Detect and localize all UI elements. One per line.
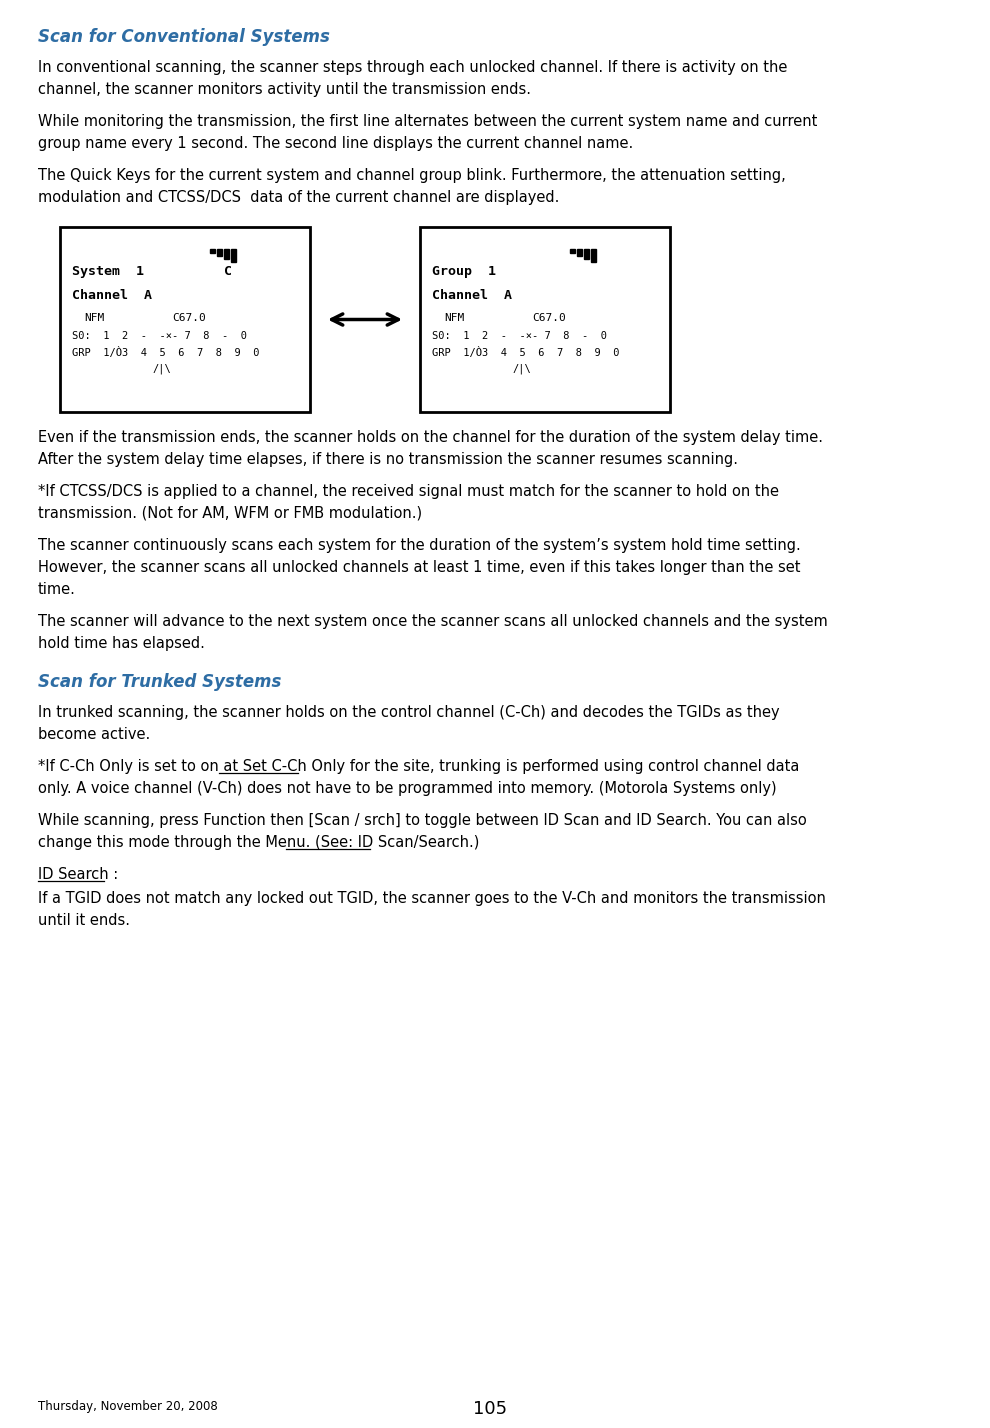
Text: time.: time. (38, 583, 76, 597)
Text: In conventional scanning, the scanner steps through each unlocked channel. If th: In conventional scanning, the scanner st… (38, 60, 787, 76)
Text: only. A voice channel (V-Ch) does not have to be programmed into memory. (Motoro: only. A voice channel (V-Ch) does not ha… (38, 781, 776, 795)
Text: until it ends.: until it ends. (38, 912, 130, 928)
Text: After the system delay time elapses, if there is no transmission the scanner res: After the system delay time elapses, if … (38, 453, 738, 467)
Text: Even if the transmission ends, the scanner holds on the channel for the duration: Even if the transmission ends, the scann… (38, 430, 823, 446)
Bar (577, 248, 582, 256)
Bar (584, 248, 589, 258)
Text: C67.0: C67.0 (172, 313, 206, 323)
Text: 105: 105 (473, 1399, 507, 1418)
Bar (217, 248, 222, 256)
Text: Scan for Conventional Systems: Scan for Conventional Systems (38, 29, 330, 46)
Text: /|\: /|\ (512, 363, 531, 374)
Text: In trunked scanning, the scanner holds on the control channel (C-Ch) and decodes: In trunked scanning, the scanner holds o… (38, 705, 780, 720)
Text: System  1          C: System 1 C (72, 266, 232, 278)
Text: GRP  1/Ò3  4  5  6  7  8  9  0: GRP 1/Ò3 4 5 6 7 8 9 0 (72, 347, 259, 358)
Text: /|\: /|\ (152, 363, 170, 374)
Text: While monitoring the transmission, the first line alternates between the current: While monitoring the transmission, the f… (38, 114, 818, 129)
Text: However, the scanner scans all unlocked channels at least 1 time, even if this t: However, the scanner scans all unlocked … (38, 560, 801, 575)
Text: GRP  1/Ò3  4  5  6  7  8  9  0: GRP 1/Ò3 4 5 6 7 8 9 0 (432, 347, 620, 358)
Text: The Quick Keys for the current system and channel group blink. Furthermore, the : The Quick Keys for the current system an… (38, 169, 786, 183)
Bar (591, 248, 596, 261)
FancyBboxPatch shape (60, 227, 310, 413)
Text: become active.: become active. (38, 727, 150, 743)
Text: C67.0: C67.0 (532, 313, 565, 323)
Text: channel, the scanner monitors activity until the transmission ends.: channel, the scanner monitors activity u… (38, 81, 531, 97)
Text: Channel  A: Channel A (432, 288, 512, 301)
Text: *If CTCSS/DCS is applied to a channel, the received signal must match for the sc: *If CTCSS/DCS is applied to a channel, t… (38, 484, 779, 498)
Text: S0:  1  2  -  -×- 7  8  -  0: S0: 1 2 - -×- 7 8 - 0 (432, 331, 607, 341)
Text: S0:  1  2  -  -×- 7  8  -  0: S0: 1 2 - -×- 7 8 - 0 (72, 331, 247, 341)
Text: Scan for Trunked Systems: Scan for Trunked Systems (38, 673, 281, 691)
Text: Group  1: Group 1 (432, 266, 496, 278)
Text: The scanner will advance to the next system once the scanner scans all unlocked : The scanner will advance to the next sys… (38, 614, 828, 628)
Text: change this mode through the Menu. (See: ID Scan/Search.): change this mode through the Menu. (See:… (38, 835, 479, 850)
Text: While scanning, press Function then [Scan / srch] to toggle between ID Scan and : While scanning, press Function then [Sca… (38, 813, 807, 828)
Text: The scanner continuously scans each system for the duration of the system’s syst: The scanner continuously scans each syst… (38, 538, 801, 553)
Bar (231, 248, 236, 261)
Bar (570, 248, 575, 253)
Text: Thursday, November 20, 2008: Thursday, November 20, 2008 (38, 1399, 218, 1412)
Bar (210, 248, 215, 253)
Text: modulation and CTCSS/DCS  data of the current channel are displayed.: modulation and CTCSS/DCS data of the cur… (38, 190, 559, 206)
Text: NFM: NFM (444, 313, 464, 323)
FancyBboxPatch shape (420, 227, 670, 413)
Text: ID Search :: ID Search : (38, 867, 118, 883)
Text: hold time has elapsed.: hold time has elapsed. (38, 635, 205, 651)
Text: NFM: NFM (84, 313, 104, 323)
Text: *If C-Ch Only is set to on at Set C-Ch Only for the site, trunking is performed : *If C-Ch Only is set to on at Set C-Ch O… (38, 760, 799, 774)
Bar (224, 248, 229, 258)
Text: Channel  A: Channel A (72, 288, 152, 301)
Text: transmission. (Not for AM, WFM or FMB modulation.): transmission. (Not for AM, WFM or FMB mo… (38, 506, 422, 521)
Text: group name every 1 second. The second line displays the current channel name.: group name every 1 second. The second li… (38, 136, 634, 151)
Text: If a TGID does not match any locked out TGID, the scanner goes to the V-Ch and m: If a TGID does not match any locked out … (38, 891, 826, 905)
